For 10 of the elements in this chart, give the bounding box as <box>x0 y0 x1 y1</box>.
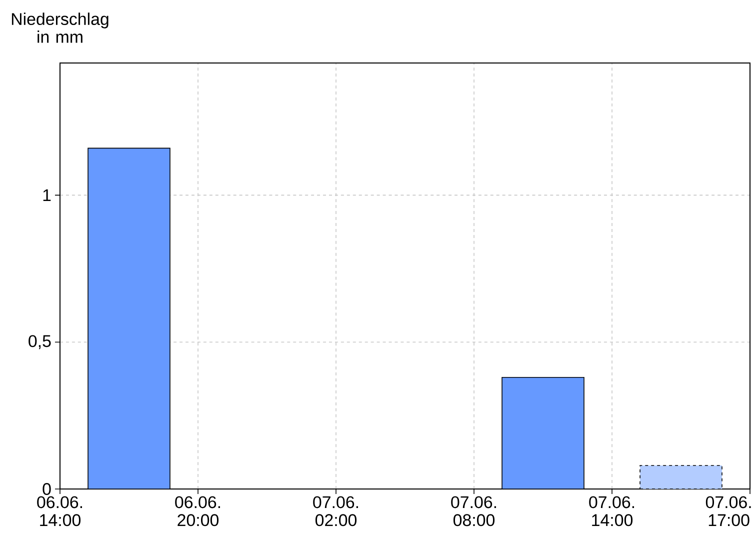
y-axis-title: Niederschlag in mm <box>12 12 108 43</box>
x-tick-label: 07.06. 17:00 <box>706 496 751 526</box>
x-tick-label: 06.06. 14:00 <box>37 496 82 526</box>
x-tick-label: 07.06. 14:00 <box>589 496 634 526</box>
x-tick-label: 07.06. 08:00 <box>451 496 496 526</box>
y-tick-label: 0,5 <box>28 335 51 350</box>
x-tick-label: 06.06. 20:00 <box>175 496 220 526</box>
y-tick-label: 0 <box>42 483 51 495</box>
x-tick-label: 07.06. 02:00 <box>313 496 358 526</box>
y-tick-label: 1 <box>43 189 51 202</box>
